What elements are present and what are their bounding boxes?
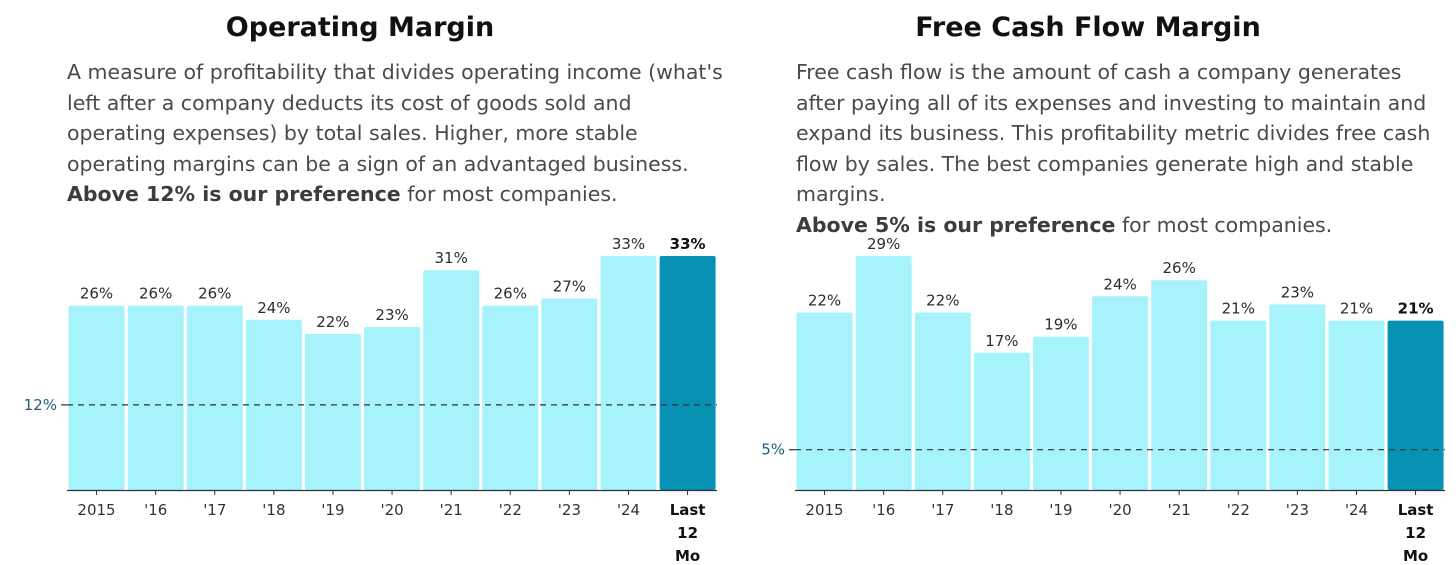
- x-tick-label: 2015: [805, 501, 843, 519]
- free-cash-flow-margin-chart: 22% 2015 29% '16 22% '17 17% '18 19% '19 24% '20 26%…: [761, 235, 1446, 565]
- x-tick-label: '20: [380, 501, 403, 519]
- reference-label: 5%: [761, 441, 785, 459]
- bar: [855, 256, 912, 490]
- bar: [1032, 336, 1089, 490]
- bar-value-label: 22%: [808, 292, 841, 310]
- operating-margin-panel: Operating Margin A measure of profitabil…: [0, 0, 723, 565]
- x-tick-label: '21: [440, 501, 463, 519]
- bar: [1269, 304, 1326, 490]
- preference-emphasis: Above 12% is our preference: [67, 182, 401, 206]
- bar-value-label: 21%: [1340, 300, 1373, 318]
- free-cash-flow-margin-panel: Free Cash Flow Margin Free cash flow is …: [728, 0, 1448, 565]
- x-tick-label: '23: [558, 501, 581, 519]
- x-tick-label: Mo: [1403, 547, 1428, 565]
- bar-value-label: 26%: [1163, 259, 1196, 277]
- bar: [914, 312, 971, 490]
- bar-value-label: 33%: [612, 235, 645, 253]
- bar-value-label: 26%: [80, 285, 113, 303]
- x-tick-label: '17: [931, 501, 954, 519]
- bar-value-label: 17%: [985, 332, 1018, 350]
- reference-label: 12%: [24, 396, 57, 414]
- bar-value-label: 26%: [494, 285, 527, 303]
- x-tick-label: 2015: [77, 501, 115, 519]
- x-tick-label: '23: [1286, 501, 1309, 519]
- bar: [1210, 320, 1267, 490]
- x-tick-label: '16: [872, 501, 895, 519]
- bar-value-label: 19%: [1044, 316, 1077, 334]
- x-tick-label: Mo: [675, 547, 700, 565]
- x-tick-label: '20: [1108, 501, 1131, 519]
- x-tick-label: '21: [1168, 501, 1191, 519]
- bar-value-label: 22%: [926, 292, 959, 310]
- preference-text: for most companies.: [400, 182, 618, 206]
- chart-title: Free Cash Flow Margin: [915, 12, 1261, 43]
- x-tick-label: '19: [321, 501, 344, 519]
- preference-emphasis: Above 5% is our preference: [796, 212, 1116, 237]
- bar-value-label: 23%: [375, 306, 408, 324]
- bar: [423, 270, 480, 490]
- chart-description: Free cash flow is the amount of cash a c…: [796, 57, 1456, 240]
- bar-value-label: 21%: [1398, 300, 1434, 318]
- bar-value-label: 23%: [1281, 283, 1314, 301]
- bar-value-label: 21%: [1222, 300, 1255, 318]
- bar: [1092, 296, 1149, 490]
- chart-description: A measure of profitability that divides …: [67, 57, 727, 210]
- x-tick-label: '17: [203, 501, 226, 519]
- bar: [973, 352, 1030, 490]
- bar-value-label: 31%: [435, 249, 468, 267]
- bar-value-label: 24%: [1103, 275, 1136, 293]
- bar: [304, 334, 361, 490]
- description-text: A measure of profitability that divides …: [67, 60, 723, 176]
- bar-value-label: 26%: [139, 285, 172, 303]
- bar: [541, 298, 598, 490]
- chart-title: Operating Margin: [225, 12, 495, 43]
- bar-value-label: 22%: [316, 313, 349, 331]
- x-tick-label: '22: [1227, 501, 1250, 519]
- bar: [245, 319, 302, 490]
- x-tick-label: 12: [1405, 524, 1426, 542]
- x-tick-label: Last: [1398, 501, 1434, 519]
- bar-value-label: 29%: [867, 235, 900, 253]
- x-tick-label: '18: [990, 501, 1013, 519]
- x-tick-label: '19: [1049, 501, 1072, 519]
- bar-value-label: 26%: [198, 285, 231, 303]
- bar: [600, 256, 657, 490]
- operating-margin-chart: 26% 2015 26% '16 26% '17 24% '18 22% '19 23% '20 31%…: [24, 235, 718, 565]
- bar: [68, 305, 125, 490]
- bar: [364, 326, 421, 490]
- bar-value-label: 24%: [257, 299, 290, 317]
- x-tick-label: '22: [499, 501, 522, 519]
- bar-highlight: [659, 256, 716, 490]
- x-tick-label: '24: [1345, 501, 1368, 519]
- x-tick-label: Last: [670, 501, 706, 519]
- bar-value-label: 27%: [553, 278, 586, 296]
- bar: [482, 305, 539, 490]
- bar: [127, 305, 184, 490]
- bar-highlight: [1387, 320, 1444, 490]
- description-text: Free cash flow is the amount of cash a c…: [796, 60, 1431, 206]
- bar: [1151, 280, 1208, 490]
- x-tick-label: 12: [677, 524, 698, 542]
- bar: [186, 305, 243, 490]
- x-tick-label: '24: [617, 501, 640, 519]
- preference-text: for most companies.: [1115, 212, 1333, 237]
- bar-value-label: 33%: [670, 235, 706, 253]
- bar: [1328, 320, 1385, 490]
- bar: [796, 312, 853, 490]
- x-tick-label: '18: [262, 501, 285, 519]
- x-tick-label: '16: [144, 501, 167, 519]
